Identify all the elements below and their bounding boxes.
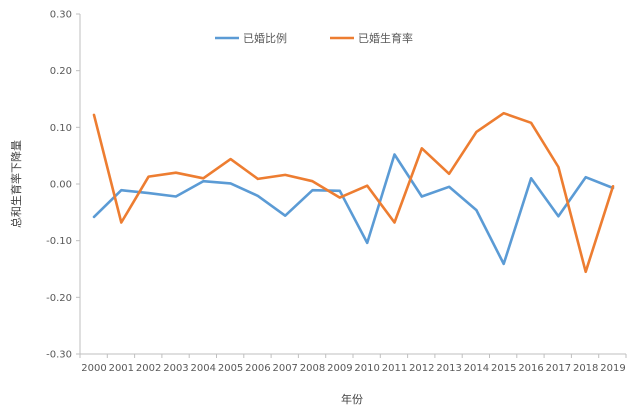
y-tick-label: -0.30 — [46, 350, 72, 361]
y-tick-label: -0.10 — [46, 236, 72, 247]
y-tick-label: 0.00 — [50, 180, 72, 191]
x-tick-label: 2008 — [300, 363, 325, 374]
x-tick-label: 2014 — [464, 363, 489, 374]
y-tick-label: 0.10 — [50, 123, 72, 134]
y-tick-label: 0.20 — [50, 66, 72, 77]
x-tick-label: 2017 — [546, 363, 571, 374]
legend-label-0: 已婚比例 — [243, 31, 287, 45]
x-tick-label: 2000 — [81, 363, 106, 374]
x-tick-label: 2007 — [272, 363, 297, 374]
x-tick-label: 2001 — [109, 363, 134, 374]
x-tick-label: 2013 — [436, 363, 461, 374]
series-layer — [92, 111, 615, 274]
legend: 已婚比例 已婚生育率 — [215, 31, 413, 45]
legend-label-1: 已婚生育率 — [358, 31, 413, 45]
x-tick-label: 2006 — [245, 363, 270, 374]
x-tick-label: 2002 — [136, 363, 161, 374]
x-tick-label: 2016 — [518, 363, 543, 374]
x-tick-label: 2003 — [163, 363, 188, 374]
x-tick-label: 2018 — [573, 363, 598, 374]
x-axis-title: 年份 — [341, 392, 363, 406]
x-tick-label: 2012 — [409, 363, 434, 374]
x-tick-label: 2019 — [600, 363, 625, 374]
x-tick-label: 2005 — [218, 363, 243, 374]
x-tick-label: 2011 — [382, 363, 407, 374]
x-tick-label: 2009 — [327, 363, 352, 374]
x-tick-label: 2004 — [191, 363, 216, 374]
series-line-1 — [92, 111, 615, 274]
y-tick-label: -0.20 — [46, 293, 72, 304]
y-tick-label: 0.30 — [50, 10, 72, 21]
axes — [76, 13, 627, 358]
series-line-0 — [92, 153, 615, 266]
x-tick-label: 2015 — [491, 363, 516, 374]
x-tick-label: 2010 — [354, 363, 379, 374]
y-axis-title: 总和生育率下降量 — [9, 140, 23, 228]
